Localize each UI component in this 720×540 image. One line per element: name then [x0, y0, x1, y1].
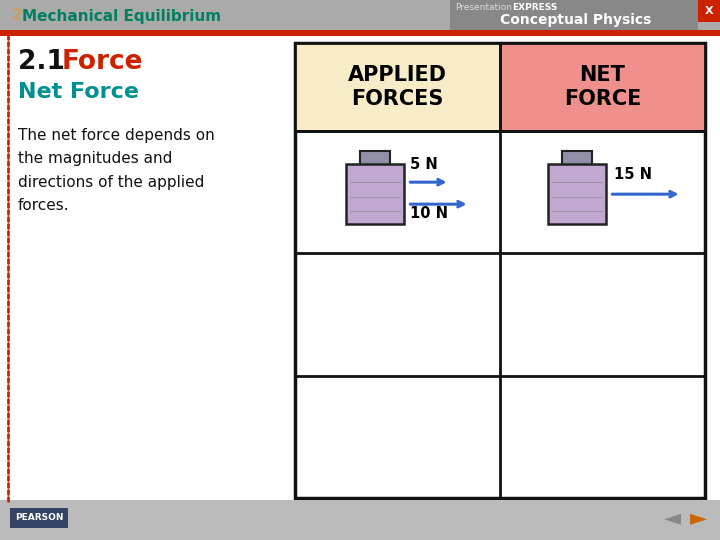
- Bar: [0, 32, 720, 500]
- Text: ◄: ◄: [663, 508, 680, 528]
- Bar: [698, 0, 720, 22]
- Text: APPLIED
FORCES: APPLIED FORCES: [348, 65, 447, 109]
- Bar: [450, 0, 698, 30]
- Text: 2.1: 2.1: [18, 49, 74, 75]
- Bar: [562, 151, 592, 166]
- Bar: [346, 164, 403, 224]
- Text: ►: ►: [690, 508, 706, 528]
- Text: Force: Force: [62, 49, 143, 75]
- Bar: [0, 30, 720, 36]
- Text: 15 N: 15 N: [613, 167, 652, 182]
- Text: EXPRESS: EXPRESS: [512, 3, 557, 11]
- Bar: [0, 500, 720, 540]
- Bar: [547, 164, 606, 224]
- Bar: [500, 43, 705, 131]
- Text: Conceptual Physics: Conceptual Physics: [500, 13, 652, 27]
- Text: 2: 2: [12, 9, 23, 24]
- Text: Net Force: Net Force: [18, 82, 139, 102]
- Text: X: X: [705, 6, 714, 16]
- Bar: [10, 508, 68, 528]
- Bar: [359, 151, 390, 166]
- Text: 10 N: 10 N: [410, 206, 448, 221]
- Text: The net force depends on
the magnitudes and
directions of the applied
forces.: The net force depends on the magnitudes …: [18, 128, 215, 213]
- Text: Presentation: Presentation: [455, 3, 512, 11]
- Bar: [295, 43, 500, 131]
- Text: Mechanical Equilibrium: Mechanical Equilibrium: [22, 9, 221, 24]
- Bar: [0, 0, 720, 32]
- Text: PEARSON: PEARSON: [14, 514, 63, 523]
- Text: NET
FORCE: NET FORCE: [564, 65, 642, 109]
- Text: 5 N: 5 N: [410, 157, 437, 172]
- Bar: [295, 43, 705, 498]
